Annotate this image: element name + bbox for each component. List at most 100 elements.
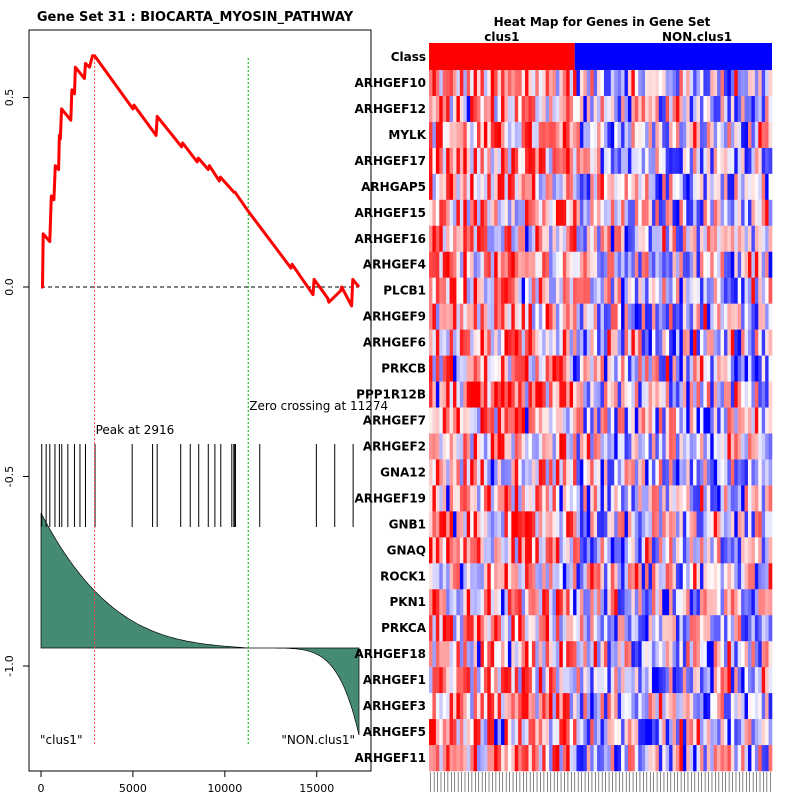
- heatmap-cell: [706, 589, 711, 616]
- heatmap-cell: [627, 693, 632, 720]
- heatmap-cell: [741, 225, 745, 253]
- heatmap-cell: [672, 381, 677, 408]
- heatmap-cell: [494, 277, 498, 304]
- heatmap-cell: [459, 693, 464, 720]
- heatmap-cell: [514, 641, 519, 668]
- heatmap-cell: [765, 173, 769, 201]
- heatmap-cell: [600, 745, 605, 772]
- heatmap-cell: [761, 147, 766, 175]
- heatmap-cell: [463, 173, 468, 201]
- heatmap-cell: [459, 277, 464, 304]
- heatmap-cell: [576, 563, 581, 590]
- heatmap-cell: [751, 667, 756, 694]
- heatmap-cell: [727, 70, 732, 97]
- heatmap-cell: [545, 355, 550, 382]
- heatmap-cell: [439, 147, 444, 175]
- heatmap-cell: [614, 121, 618, 149]
- heatmap-cell: [576, 589, 581, 616]
- heatmap-cell: [614, 225, 618, 253]
- heatmap-cell: [521, 511, 526, 538]
- heatmap-cell: [693, 615, 697, 642]
- heatmap-cell: [494, 355, 498, 382]
- heatmap-cell: [610, 485, 615, 512]
- heatmap-cell: [648, 485, 653, 512]
- heatmap-cell: [521, 355, 526, 382]
- heatmap-cell: [741, 719, 745, 746]
- heatmap-cell: [765, 355, 769, 382]
- heatmap-cell: [590, 121, 594, 149]
- x-tick-label: 0: [38, 782, 45, 795]
- heatmap-cell: [483, 745, 488, 772]
- heatmap-cell: [562, 277, 567, 304]
- heatmap-cell: [579, 433, 584, 460]
- heatmap-cell: [545, 173, 550, 201]
- heatmap-cell: [655, 667, 660, 694]
- heatmap-cell: [669, 95, 673, 123]
- heatmap-cell: [477, 667, 481, 694]
- heatmap-cell: [507, 121, 512, 149]
- heatmap-cell: [490, 173, 495, 201]
- peak-label: Peak at 2916: [96, 423, 175, 437]
- heatmap-cell: [679, 745, 684, 772]
- y-axis: 0.50.0-0.5-1.0: [3, 89, 29, 677]
- heatmap-cell: [703, 407, 708, 434]
- heatmap-cell: [723, 485, 728, 512]
- heatmap-cell: [586, 459, 591, 486]
- heatmap-cell: [651, 485, 656, 512]
- heatmap-cell: [449, 537, 454, 564]
- heatmap-cell: [655, 719, 660, 746]
- heatmap-cell: [747, 641, 752, 668]
- zero-crossing-label: Zero crossing at 11274: [249, 399, 388, 413]
- heatmap-cell: [610, 381, 615, 408]
- heatmap-cell: [624, 719, 629, 746]
- heatmap-cell: [521, 615, 526, 642]
- heatmap-cell: [672, 433, 677, 460]
- heatmap-cell: [449, 407, 454, 434]
- heatmap-cell: [432, 615, 437, 642]
- heatmap-cell: [435, 589, 440, 616]
- heatmap-cell: [734, 277, 738, 304]
- heatmap-cell: [573, 355, 577, 382]
- heatmap-cell: [717, 693, 721, 720]
- heatmap-cell: [758, 693, 763, 720]
- heatmap-cell: [501, 667, 505, 694]
- heatmap-cell: [569, 121, 574, 149]
- heatmap-cell: [696, 303, 701, 330]
- heatmap-cell: [576, 459, 581, 486]
- heatmap-cell: [473, 615, 478, 642]
- heatmap-cell: [600, 225, 605, 253]
- heatmap-cell: [446, 277, 450, 304]
- heatmap-cell: [696, 251, 701, 278]
- heatmap-cell: [525, 537, 529, 564]
- heatmap-cell: [473, 485, 478, 512]
- heatmap-cell: [559, 381, 564, 408]
- heatmap-cell: [590, 433, 594, 460]
- heatmap-cell: [569, 459, 574, 486]
- heatmap-cell: [562, 563, 567, 590]
- heatmap-cell: [648, 433, 653, 460]
- heatmap-cell: [504, 511, 509, 538]
- heatmap-cell: [689, 615, 694, 642]
- heatmap-cell: [435, 615, 440, 642]
- heatmap-cell: [593, 147, 598, 175]
- heatmap-cell: [453, 719, 457, 746]
- heatmap-cell: [470, 641, 474, 668]
- heatmap-cell: [758, 121, 763, 149]
- heatmap-cell: [603, 537, 608, 564]
- heatmap-cell: [689, 693, 694, 720]
- heatmap-cell: [672, 407, 677, 434]
- heatmap-cell: [634, 147, 639, 175]
- heatmap-cell: [518, 303, 522, 330]
- heatmap-cell: [483, 147, 488, 175]
- heatmap-cells: [429, 70, 773, 772]
- heatmap-cell: [641, 433, 646, 460]
- heatmap-cell: [655, 199, 660, 227]
- heatmap-cell: [737, 511, 742, 538]
- heatmap-cell: [583, 199, 588, 227]
- heatmap-cell: [453, 407, 457, 434]
- heatmap-cell: [442, 407, 447, 434]
- heatmap-cell: [480, 719, 485, 746]
- heatmap-cell: [655, 589, 660, 616]
- heatmap-cell: [435, 485, 440, 512]
- heatmap-cell: [446, 667, 450, 694]
